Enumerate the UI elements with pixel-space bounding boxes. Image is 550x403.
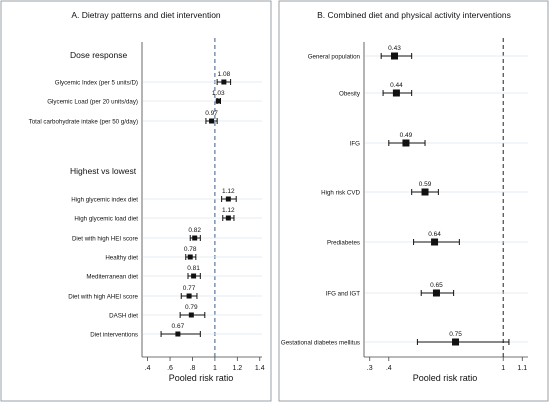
row-label: IFG and IGT — [326, 291, 361, 298]
x-tick-label: 1 — [501, 365, 505, 372]
point-estimate-marker — [188, 312, 194, 318]
data-label: 0.59 — [419, 181, 432, 188]
point-estimate-marker — [392, 89, 400, 97]
row-label: Diet with high HEI score — [72, 236, 139, 243]
data-label: 0.67 — [172, 323, 185, 330]
data-label: 0.43 — [388, 45, 401, 52]
point-estimate-marker — [432, 289, 440, 297]
panel-b-plot-area: General population 0.43 Obesity 0.44 IFG 0.49… — [281, 38, 528, 358]
row-label: Gestational diabetes mellitus — [281, 340, 360, 347]
point-estimate-marker — [221, 79, 227, 85]
row-label: Healthy diet — [105, 255, 138, 262]
row-label: High glycemic index diet — [71, 197, 138, 204]
data-label: 0.75 — [449, 331, 462, 338]
panel-a-title: A. Dietray patterns and diet interventio… — [71, 10, 221, 20]
row-label: DASH diet — [109, 313, 138, 320]
point-estimate-marker — [215, 98, 221, 104]
row-label: High glycemic load diet — [74, 216, 138, 223]
row-label: Glycemic Index (per 5 units/D) — [55, 80, 138, 87]
panel-a-header-highest: Highest vs lowest — [70, 166, 137, 176]
data-label: 0.64 — [428, 231, 441, 238]
panel-a-plot-area: Glycemic Index (per 5 units/D) 1.08 Glycem… — [29, 38, 262, 358]
data-label: 0.82 — [188, 227, 201, 234]
panel-b-title: B. Combined diet and physical activity i… — [317, 10, 511, 20]
row-label: Diet interventions — [90, 332, 138, 339]
row-label: Total carbohydrate intake (per 50 g/day) — [29, 119, 138, 126]
row-label: Mediterranean diet — [86, 274, 138, 281]
data-label: 1.03 — [212, 90, 225, 97]
panel-a-xlabel: Pooled risk ratio — [169, 373, 234, 383]
point-estimate-marker — [225, 196, 231, 202]
row-label: High risk CVD — [321, 190, 360, 197]
data-label: 0.78 — [184, 246, 197, 253]
point-estimate-marker — [175, 331, 181, 337]
row-label: IFG — [350, 141, 360, 148]
row-label: Glycemic Load (per 20 units/day) — [47, 99, 138, 106]
point-estimate-marker — [402, 139, 410, 147]
x-tick-label: 1.1 — [517, 365, 527, 372]
x-tick-label: .6 — [167, 365, 173, 372]
x-tick-label: .4 — [386, 365, 392, 372]
panel-b-xlabel: Pooled risk ratio — [413, 373, 478, 383]
panel-a-x-axis: .4 .6 .8 1 1.2 1.4 — [145, 357, 265, 372]
x-tick-label: .3 — [367, 365, 373, 372]
point-estimate-marker — [225, 215, 231, 221]
x-tick-label: 1.4 — [255, 365, 265, 372]
data-label: 1.12 — [222, 207, 235, 214]
x-tick-label: 1.2 — [232, 365, 242, 372]
data-label: 0.44 — [390, 82, 403, 89]
point-estimate-marker — [186, 293, 192, 299]
x-tick-label: .4 — [145, 365, 151, 372]
point-estimate-marker — [191, 273, 197, 279]
row-label: General population — [308, 54, 361, 61]
data-label: 0.65 — [430, 282, 443, 289]
point-estimate-marker — [192, 235, 198, 241]
data-label: 1.12 — [222, 188, 235, 195]
row-label: Prediabetes — [327, 240, 360, 247]
point-estimate-marker — [452, 338, 460, 346]
point-estimate-marker — [391, 52, 399, 60]
point-estimate-marker — [421, 188, 429, 196]
data-label: 0.97 — [205, 110, 218, 117]
x-tick-label: .8 — [190, 365, 196, 372]
data-label: 0.81 — [187, 265, 200, 272]
data-label: 0.79 — [185, 304, 198, 311]
data-label: 0.49 — [400, 132, 413, 139]
panel-a-header-dose: Dose response — [70, 50, 127, 60]
data-label: 0.77 — [183, 285, 196, 292]
row-label: Diet with high AHEI score — [68, 294, 138, 301]
point-estimate-marker — [431, 238, 439, 246]
point-estimate-marker — [187, 254, 193, 260]
x-tick-label: 1 — [213, 365, 217, 372]
panel-b-x-axis: .3 .4 1 1.1 — [367, 357, 527, 372]
row-label: Obesity — [339, 91, 361, 98]
point-estimate-marker — [209, 118, 215, 124]
data-label: 1.08 — [218, 71, 231, 78]
